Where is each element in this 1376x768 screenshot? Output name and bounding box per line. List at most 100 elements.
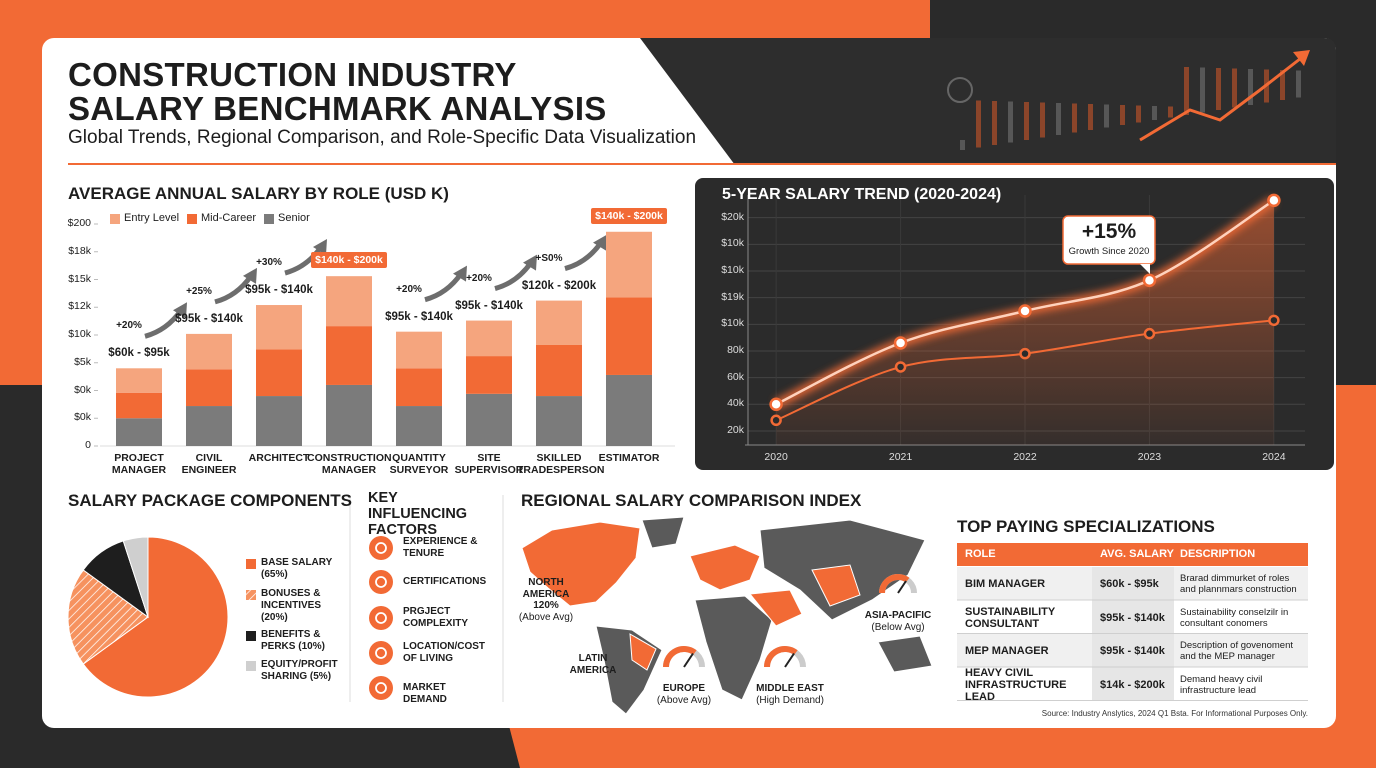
- annotation-pointer: [1140, 264, 1150, 274]
- decor-candle: [960, 140, 965, 150]
- map-region: [629, 633, 657, 671]
- chart-title: 5-YEAR SALARY TREND (2020-2024): [722, 186, 1002, 203]
- map-region: [749, 589, 803, 627]
- factor-icon-glyph: [375, 682, 387, 694]
- factor-icon: [369, 641, 393, 665]
- bar-segment: [116, 418, 162, 446]
- x-tick-label: CONSTRUCTION MANAGER: [307, 452, 392, 476]
- table-cell: MEP MANAGER: [965, 645, 1049, 657]
- decor-candle: [1008, 101, 1013, 143]
- decor-candle: [1168, 106, 1173, 118]
- bar-segment: [256, 349, 302, 397]
- table-cell: $14k - $200k: [1100, 678, 1165, 691]
- factor-label: LOCATION/COST OF LIVING: [403, 641, 486, 664]
- table-cell: $95k - $140k: [1100, 645, 1165, 657]
- bar-segment: [256, 305, 302, 350]
- y-tick-label: 20k: [727, 423, 744, 436]
- decor-arrow: [1139, 53, 1306, 142]
- annotation-box: [1062, 215, 1156, 265]
- bar-segment: [606, 297, 652, 375]
- table-header-cell: ROLE: [965, 548, 996, 560]
- decor-candle: [1216, 68, 1221, 110]
- point: [894, 361, 907, 373]
- bar-segment: [466, 393, 512, 446]
- bar-segment: [396, 331, 442, 369]
- region-label: ASIA-PACIFIC (Below Avg): [853, 610, 943, 633]
- page-title: CONSTRUCTION INDUSTRY: [68, 56, 517, 93]
- table-cell: Sustainability conselzilr in consultant …: [1180, 606, 1289, 629]
- decor-candle: [1024, 102, 1029, 140]
- decor-candle: [976, 100, 981, 148]
- point: [1019, 347, 1031, 360]
- table-cell: Brarad dimmurket of roles and plannmars …: [1180, 573, 1297, 595]
- y-tick-label: $10k: [68, 328, 91, 340]
- range-label: $95k - $140k: [245, 284, 313, 297]
- decor-candle: [1232, 68, 1237, 108]
- point: [1018, 304, 1032, 318]
- map-region: [694, 595, 773, 701]
- map-region: [521, 521, 641, 607]
- page-title: SALARY BENCHMARK ANALYSIS: [68, 90, 607, 127]
- growth-arrow-head: [243, 267, 257, 284]
- bar-segment: [186, 333, 232, 370]
- table-header: [957, 543, 1308, 566]
- decor-candle: [1296, 70, 1301, 98]
- y-tick-label: $0k: [74, 383, 91, 396]
- x-tick-label: PROJECT MANAGER: [111, 452, 167, 476]
- region-name: NORTH AMERICA: [522, 577, 570, 600]
- legend-label: BENEFITS & PERKS (10%): [261, 629, 343, 653]
- table-cell: Description of govenoment and the MEP ma…: [1180, 640, 1294, 662]
- table-cell-shade: [1092, 634, 1174, 667]
- y-tick-label: $5k: [74, 355, 91, 368]
- point: [770, 414, 782, 427]
- decor-candle: [1248, 69, 1253, 105]
- growth-label: +30%: [256, 257, 282, 269]
- factor-icon: [369, 606, 393, 630]
- x-tick-label: 2022: [1013, 451, 1037, 463]
- bar-segment: [116, 392, 162, 419]
- factor-icon: [369, 536, 393, 560]
- point: [893, 336, 908, 350]
- legend-label: Senior: [278, 212, 310, 224]
- growth-label: +20%: [116, 320, 142, 332]
- growth-arrow-head: [173, 302, 187, 319]
- bar-segment: [186, 369, 232, 407]
- legend-name: BASE SALARY: [261, 557, 333, 568]
- bar-segment: [466, 320, 512, 357]
- factor-icon-glyph: [375, 647, 387, 659]
- decor-candle: [1104, 104, 1109, 128]
- legend-value: (10%): [298, 641, 325, 652]
- table-cell: SUSTAINABILITY CONSULTANT: [965, 605, 1056, 630]
- legend-swatch: [264, 214, 274, 224]
- decor-coin: [947, 77, 973, 103]
- region-index: 120%: [533, 600, 559, 611]
- legend-label: BONUSES & INCENTIVES (20%): [261, 588, 343, 624]
- decor-candle: [1056, 103, 1061, 135]
- bar-segment: [326, 384, 372, 446]
- area: [776, 200, 1274, 445]
- legend-label: Entry Level: [124, 212, 180, 224]
- range-label: $95k - $140k: [175, 312, 243, 325]
- point: [1268, 314, 1280, 327]
- factor-icon: [369, 676, 393, 700]
- range-label: $95k - $140k: [385, 310, 453, 323]
- region-name: LATIN AMERICA: [569, 653, 617, 676]
- bar-segment: [396, 406, 442, 446]
- point: [769, 397, 783, 412]
- legend-name: BONUSES & INCENTIVES: [261, 588, 322, 611]
- y-tick-label: $200: [67, 217, 91, 229]
- decor-candle: [1184, 67, 1189, 115]
- decor-candle: [1280, 70, 1285, 100]
- table-cell: $60k - $95k: [1100, 578, 1159, 590]
- region-name: ASIA-PACIFIC: [864, 610, 932, 621]
- region-note: (Above Avg): [656, 694, 712, 706]
- range-label: $140k - $200k: [311, 252, 387, 269]
- factor-label: MARKET DEMAND: [403, 682, 447, 705]
- x-tick-label: 2020: [764, 451, 788, 463]
- header-decoration: [640, 38, 1336, 165]
- factor-icon: [369, 570, 393, 594]
- pie-slice: [82, 536, 229, 698]
- region-label: MIDDLE EAST (High Demand): [745, 683, 835, 706]
